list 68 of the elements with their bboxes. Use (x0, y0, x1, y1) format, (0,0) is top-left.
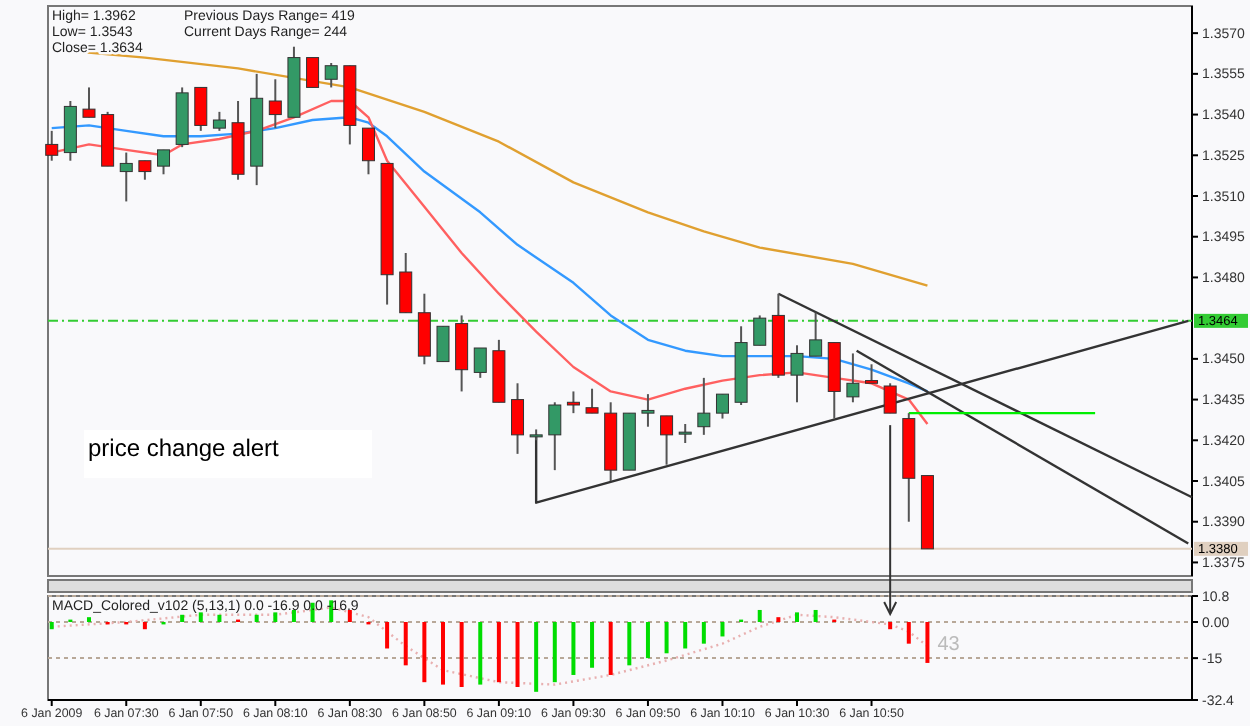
candlestick (194, 86, 208, 132)
candlestick (585, 387, 599, 415)
candlestick (846, 352, 860, 404)
bar (813, 609, 818, 622)
bar (142, 622, 147, 630)
bar (645, 622, 650, 659)
bar (795, 612, 799, 622)
bar (701, 622, 706, 644)
annotation: 43 (937, 634, 961, 657)
candlestick (417, 292, 431, 366)
candlestick (511, 382, 525, 455)
bar (441, 622, 445, 685)
candlestick (399, 252, 413, 314)
candlestick (455, 314, 469, 393)
candlestick (678, 423, 692, 444)
bar (627, 622, 632, 666)
bar (422, 622, 427, 683)
bar (720, 622, 725, 637)
candlestick (119, 151, 133, 203)
bar (552, 622, 557, 683)
candlestick (268, 78, 282, 130)
bar (180, 614, 185, 622)
candlestick (138, 159, 152, 181)
bar (254, 614, 259, 622)
bar (757, 609, 762, 622)
bar (906, 622, 911, 644)
candlestick (697, 376, 711, 436)
bar (664, 622, 669, 654)
candlestick (641, 393, 655, 428)
candlestick (63, 100, 77, 162)
candlestick (660, 414, 674, 466)
candlestick (790, 344, 804, 404)
bar (515, 622, 520, 687)
bar (683, 622, 688, 649)
bar (534, 622, 539, 692)
candlestick (753, 314, 767, 347)
bar (459, 622, 464, 687)
candlestick (883, 382, 897, 415)
candlestick (361, 127, 375, 176)
bar (49, 622, 54, 630)
bar (385, 622, 390, 649)
line-series (50, 116, 929, 393)
bar (608, 622, 613, 675)
candlestick (82, 86, 96, 119)
bar (478, 622, 483, 685)
candlestick (473, 347, 487, 379)
bar (403, 622, 408, 666)
candlestick (436, 325, 450, 363)
bar (888, 622, 893, 630)
candlestick (566, 390, 580, 415)
candlestick (809, 311, 823, 358)
bar (198, 612, 203, 622)
bar (925, 622, 930, 663)
candlestick (324, 62, 338, 89)
bar (571, 622, 576, 675)
candlestick (157, 148, 171, 176)
bar (590, 622, 595, 668)
annotation: price change alert (88, 434, 281, 462)
candlestick (212, 110, 226, 132)
candlestick (548, 401, 562, 472)
candlestick (865, 363, 879, 385)
candlestick (45, 129, 59, 162)
bar (217, 614, 222, 622)
candlestick (306, 57, 320, 88)
bar (273, 612, 278, 622)
candlestick (715, 393, 729, 420)
bar (291, 609, 296, 622)
bar (496, 622, 501, 683)
